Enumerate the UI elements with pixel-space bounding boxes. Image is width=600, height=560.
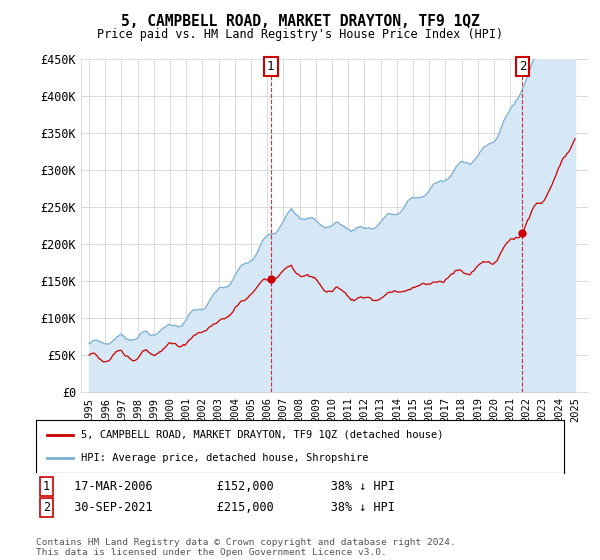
Text: Contains HM Land Registry data © Crown copyright and database right 2024.
This d: Contains HM Land Registry data © Crown c… [36,538,456,557]
Text: Price paid vs. HM Land Registry's House Price Index (HPI): Price paid vs. HM Land Registry's House … [97,28,503,41]
Text: 17-MAR-2006         £152,000        38% ↓ HPI: 17-MAR-2006 £152,000 38% ↓ HPI [60,480,395,493]
Text: 1: 1 [267,60,274,73]
Text: HPI: Average price, detached house, Shropshire: HPI: Average price, detached house, Shro… [81,453,368,463]
Text: 5, CAMPBELL ROAD, MARKET DRAYTON, TF9 1QZ (detached house): 5, CAMPBELL ROAD, MARKET DRAYTON, TF9 1Q… [81,430,443,440]
Text: 2: 2 [518,60,526,73]
Text: 5, CAMPBELL ROAD, MARKET DRAYTON, TF9 1QZ: 5, CAMPBELL ROAD, MARKET DRAYTON, TF9 1Q… [121,14,479,29]
Text: 30-SEP-2021         £215,000        38% ↓ HPI: 30-SEP-2021 £215,000 38% ↓ HPI [60,501,395,514]
Text: 1: 1 [43,480,50,493]
Text: 2: 2 [43,501,50,514]
